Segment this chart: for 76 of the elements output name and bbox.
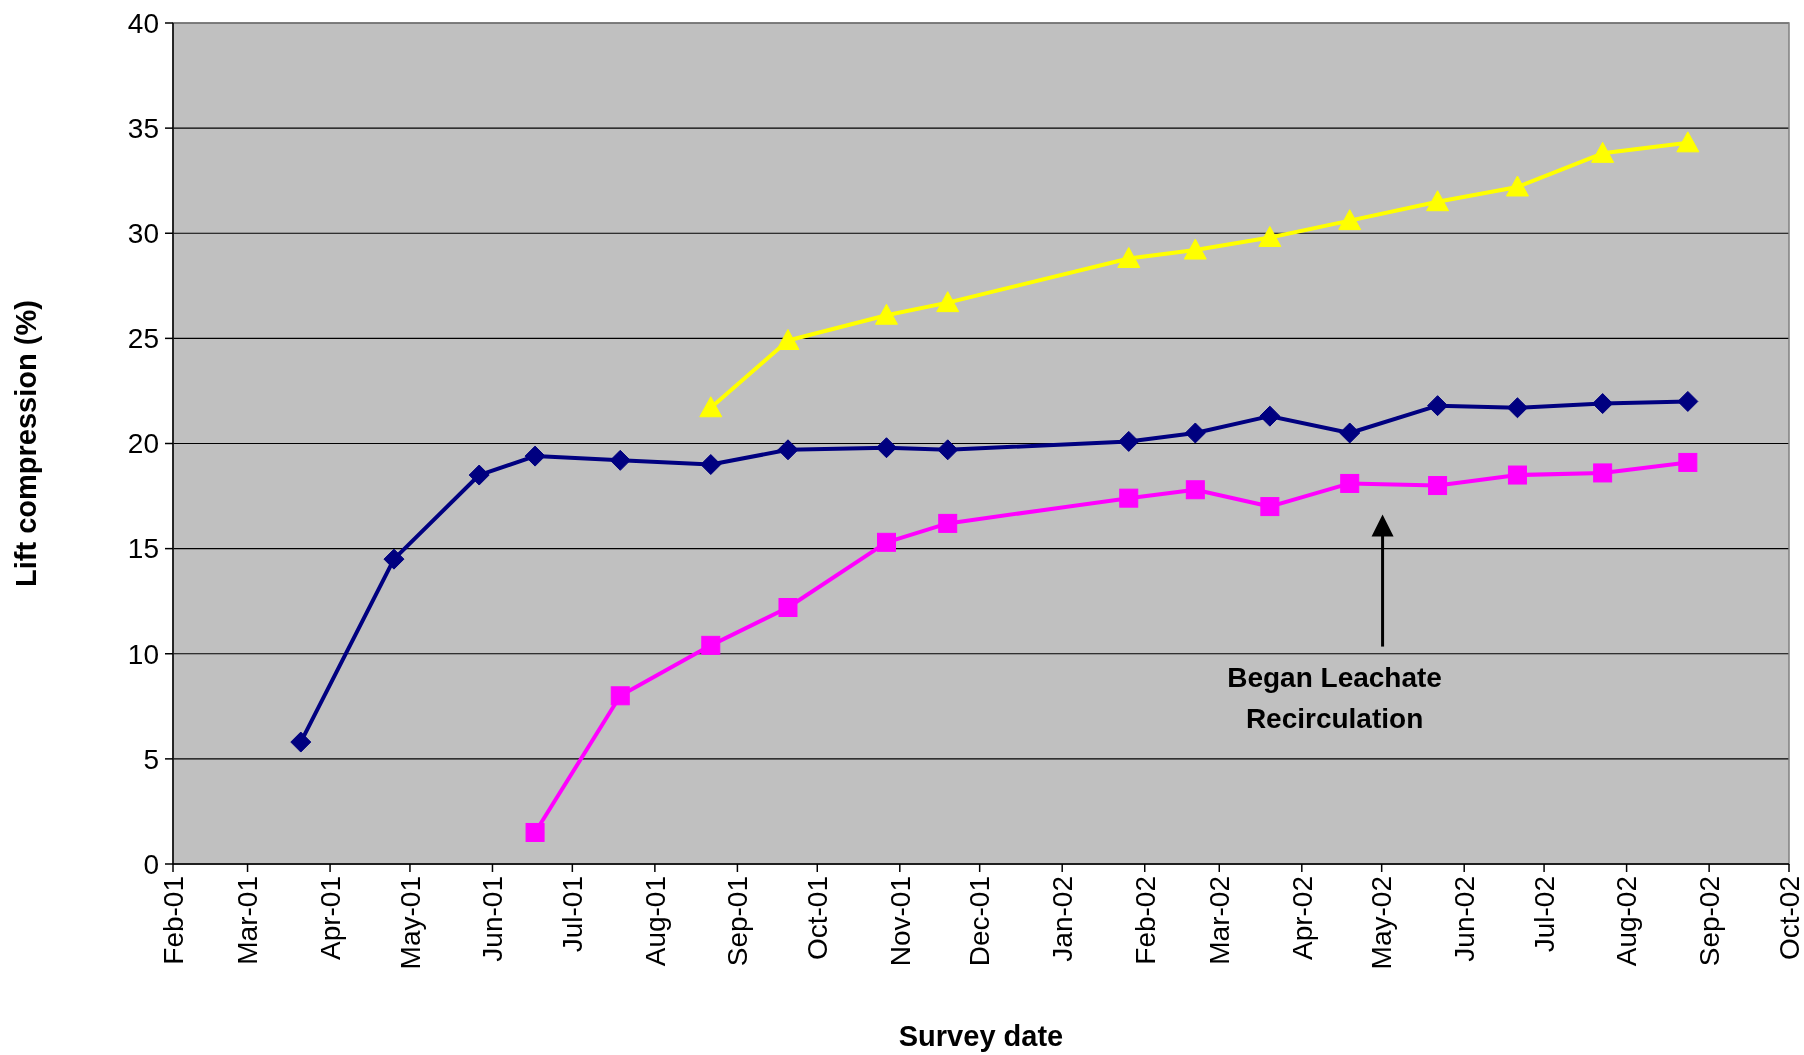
y-tick-label: 15 [127,533,159,565]
point [1591,141,1615,163]
point [1183,238,1207,260]
point [1427,395,1449,417]
point [778,598,798,617]
point [1593,463,1613,483]
x-tick-label: Feb-01 [157,876,189,965]
point [876,532,896,552]
point [1676,131,1700,153]
y-axis-title: Lift compression (%) [10,300,42,587]
x-tick-label: Nov-01 [884,876,916,967]
x-tick-label: Jul-01 [557,876,589,953]
point [936,291,960,313]
point [525,822,545,842]
point [1339,422,1361,444]
point [701,635,721,655]
point [700,454,722,476]
point [776,328,800,350]
point [777,439,799,461]
x-tick-label: Feb-02 [1129,876,1161,965]
point [1507,465,1527,485]
point [938,513,958,533]
point [1184,422,1206,444]
point [1117,246,1141,268]
y-tick-label: 20 [127,428,159,460]
point [1118,430,1140,452]
point [1258,225,1282,247]
x-tick-label: May-02 [1366,876,1398,970]
y-tick-label: 35 [127,112,159,144]
point [1338,209,1362,231]
x-tick-label: Jun-01 [477,876,509,962]
y-tick-label: 25 [127,323,159,355]
point [1592,393,1614,415]
point [383,548,405,570]
point [290,731,312,753]
point [1426,190,1450,212]
x-tick-label: Jul-02 [1528,876,1560,953]
y-tick-label: 30 [127,218,159,250]
x-tick-label: Mar-01 [232,876,264,965]
point [609,449,631,471]
x-tick-label: Mar-02 [1204,876,1236,965]
point [610,686,630,706]
y-tick-label: 10 [127,638,159,670]
x-tick-label: Sep-01 [722,876,754,967]
x-tick-label: Aug-01 [639,876,671,967]
x-tick-label: Sep-02 [1693,876,1725,967]
point [468,464,490,486]
y-tick-label: 5 [143,743,159,775]
point [1340,473,1360,493]
x-tick-label: Oct-01 [802,876,834,961]
point [875,437,897,459]
point [1259,405,1281,427]
x-axis-title: Survey date [898,1020,1064,1052]
point [1428,476,1448,496]
x-tick-label: May-01 [394,876,426,970]
point [524,445,546,467]
point [1678,452,1698,472]
annotation: Began Leachate Recirculation [1227,661,1442,734]
point [937,439,959,461]
x-tick-label: Apr-02 [1286,876,1318,961]
y-tick-label: 40 [127,7,159,39]
x-tick-label: Dec-01 [964,876,996,967]
point [699,396,723,418]
point [1119,488,1139,508]
point [1677,390,1699,412]
point [874,303,898,325]
x-tick-label: Jun-02 [1449,876,1480,962]
x-tick-label: Aug-02 [1611,876,1643,967]
point [1185,480,1205,500]
x-tick-label: Jan-02 [1047,876,1078,962]
point [1505,175,1529,197]
point [1506,397,1528,419]
x-tick-label: Oct-02 [1773,876,1804,961]
y-tick-label: 0 [143,848,159,880]
x-tick-label: Apr-01 [314,876,346,961]
point [1260,497,1280,517]
